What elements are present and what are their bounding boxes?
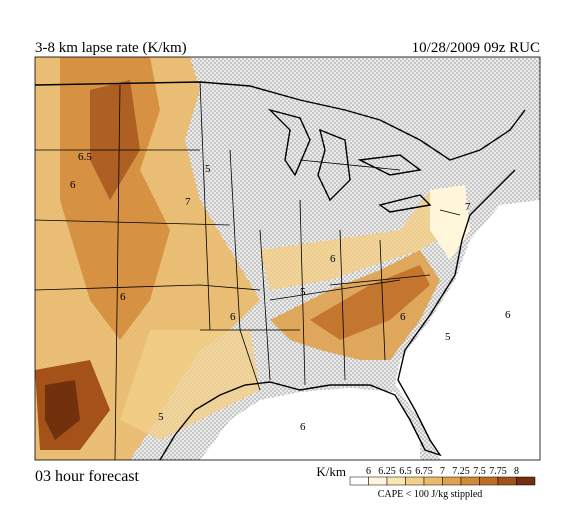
- contour-label: 6.5: [78, 151, 92, 163]
- legend-swatch: [479, 476, 499, 486]
- contour-label: 6: [120, 291, 126, 303]
- forecast-hour: 03 hour forecast: [35, 468, 140, 485]
- contour-label: 7: [185, 196, 191, 208]
- legend-swatch: [497, 476, 517, 486]
- contour-label: 7: [465, 201, 471, 213]
- shading-south-plains: [120, 330, 260, 440]
- legend-swatch: [442, 476, 462, 486]
- shading-southeast-core: [310, 265, 430, 340]
- contour-label: 5: [445, 331, 451, 343]
- shading-ohio-valley: [260, 190, 460, 290]
- shading-midatlantic: [430, 185, 470, 260]
- map-title: 3-8 km lapse rate (K/km): [35, 40, 187, 56]
- contour-labels: 6.5 6 7 5 6 6 5 6 6 5 6 5 6 7: [70, 151, 511, 433]
- legend-label: 6: [366, 466, 371, 477]
- contour-label: 5: [300, 286, 306, 298]
- legend-swatch: [386, 476, 406, 486]
- atlantic-ocean: [395, 200, 540, 460]
- contour-label: 6: [230, 311, 236, 323]
- legend-label: 7: [440, 466, 445, 477]
- legend-label: 7.5: [473, 466, 486, 477]
- run-info: 10/28/2009 09z RUC: [412, 40, 540, 56]
- legend-swatch: [405, 476, 425, 486]
- shading-west-core: [60, 57, 170, 340]
- contour-label: 6: [400, 311, 406, 323]
- map-frame: [34, 56, 541, 461]
- coastlines: [35, 81, 526, 460]
- legend-label: 7.25: [452, 466, 470, 477]
- legend-swatch: [516, 476, 536, 486]
- contour-label: 6: [300, 421, 306, 433]
- map-area: 6.5 6 7 5 6 6 5 6 6 5 6 5 6 7: [35, 57, 540, 460]
- legend-label: 6.5: [399, 466, 412, 477]
- state-borders: [35, 81, 461, 460]
- contour-label: 6: [505, 309, 511, 321]
- color-legend: 6 6.25 6.5 6.75 7 7.25 7.5 7.75 8: [349, 466, 536, 486]
- legend-label: 6.25: [378, 466, 396, 477]
- shading-texas-core: [45, 380, 80, 440]
- legend-swatch: [368, 476, 388, 486]
- legend-label: 6.75: [415, 466, 433, 477]
- legend-unit: K/km: [316, 464, 346, 479]
- contour-label: 5: [158, 411, 164, 423]
- legend-swatch: [460, 476, 480, 486]
- contour-label: 6: [330, 253, 336, 265]
- shading-rockies: [90, 80, 140, 200]
- legend-label: 8: [514, 466, 519, 477]
- legend-label: 7.75: [489, 466, 507, 477]
- legend-swatch: [423, 476, 443, 486]
- contour-label: 5: [205, 163, 211, 175]
- legend-swatch: [349, 476, 369, 486]
- stipple-note: CAPE < 100 J/kg stippled: [378, 489, 483, 500]
- contour-label: 6: [70, 179, 76, 191]
- gulf-of-mexico: [200, 388, 420, 460]
